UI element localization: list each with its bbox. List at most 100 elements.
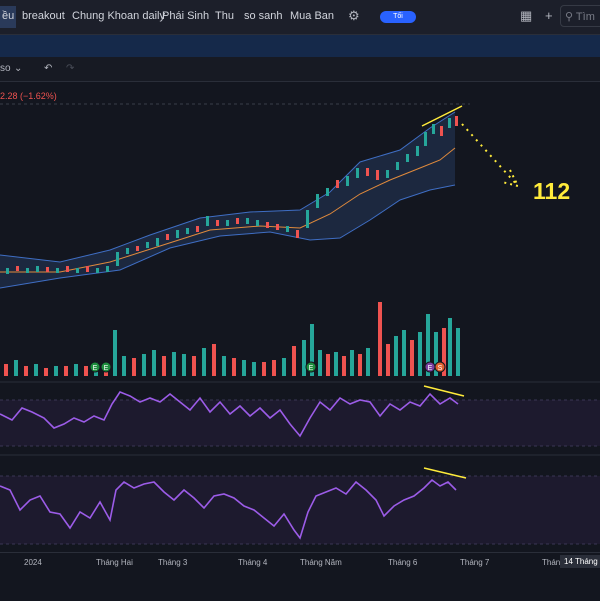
event-earnings-label: E: [93, 365, 98, 372]
crosshair-date-label: 14 Tháng 7: [560, 555, 600, 568]
candle: [36, 266, 39, 272]
candle: [86, 266, 89, 272]
theme-toggle[interactable]: Tối: [380, 11, 416, 23]
chart-canvas[interactable]: [0, 82, 600, 552]
redo-icon[interactable]: ↷: [66, 63, 75, 74]
volume-bar: [232, 358, 236, 376]
event-earnings-marker[interactable]: E: [305, 361, 317, 373]
candle: [356, 168, 359, 178]
header-band: [0, 35, 600, 57]
volume-bar: [162, 356, 166, 376]
divergence-line-oscillator-1[interactable]: [423, 385, 465, 397]
candle: [156, 238, 159, 246]
time-axis[interactable]: 2024 Tháng Hai Tháng 3 Tháng 4 Tháng Năm…: [0, 552, 600, 601]
candle: [226, 220, 229, 226]
time-axis-label: Tháng 3: [158, 558, 188, 567]
candle: [166, 234, 169, 240]
projection-arrow-line[interactable]: [461, 123, 519, 187]
theme-toggle-label: Tối: [393, 13, 403, 20]
tab-current[interactable]: ều: [2, 10, 15, 22]
volume-bar: [242, 360, 246, 376]
candle: [206, 216, 209, 226]
volume-bar: [418, 332, 422, 376]
interval-selector[interactable]: so: [0, 63, 11, 74]
volume-bar: [366, 348, 370, 376]
volume-bar: [34, 364, 38, 376]
search-input[interactable]: ⚲ Tìm: [560, 5, 600, 27]
volume-bar: [318, 350, 322, 376]
volume-series: [4, 302, 460, 376]
candle: [416, 146, 419, 156]
candlestick-series: [6, 116, 458, 274]
candle: [46, 267, 49, 272]
gear-icon[interactable]: ⚙: [348, 8, 360, 23]
divergence-line-price[interactable]: [421, 105, 463, 127]
layout-grid-icon[interactable]: ▦: [520, 8, 533, 23]
volume-bar: [212, 344, 216, 376]
candle: [236, 218, 239, 224]
undo-icon[interactable]: ↶: [44, 63, 53, 74]
candle: [316, 194, 319, 208]
event-earnings-marker[interactable]: E: [100, 361, 112, 373]
time-axis-label: Tháng 4: [238, 558, 268, 567]
candle: [366, 168, 369, 176]
volume-bar: [14, 360, 18, 376]
search-icon: ⚲: [565, 11, 574, 23]
add-icon[interactable]: +: [545, 8, 553, 23]
tab-thu[interactable]: Thu: [215, 10, 234, 22]
oscillator-2-band: [0, 476, 600, 544]
candle: [106, 266, 109, 272]
event-split-label: S: [438, 365, 443, 372]
candle: [196, 226, 199, 232]
volume-bar: [182, 354, 186, 376]
oscillator-2-line: [0, 478, 457, 540]
candle: [136, 246, 139, 251]
candle: [396, 162, 399, 170]
chevron-down-icon[interactable]: ⌄: [14, 63, 23, 74]
event-earnings-marker[interactable]: E: [89, 361, 101, 373]
volume-bar: [410, 340, 414, 376]
volume-bar: [350, 350, 354, 376]
target-price-annotation[interactable]: 112: [533, 178, 571, 204]
tab-breakout[interactable]: breakout: [22, 10, 65, 22]
candle: [326, 188, 329, 196]
oscillator-1-line: [0, 391, 459, 438]
volume-bar: [252, 362, 256, 376]
candle: [424, 132, 427, 146]
event-earnings-marker[interactable]: E: [424, 361, 436, 373]
moving-average-line: [0, 147, 456, 273]
tab-mua-ban[interactable]: Mua Ban: [290, 10, 335, 22]
candle: [116, 252, 119, 266]
volume-bar: [426, 314, 430, 376]
tab-so-sanh[interactable]: so sanh: [244, 10, 283, 22]
candle: [376, 170, 379, 180]
volume-bar: [142, 354, 146, 376]
volume-bar: [4, 364, 8, 376]
top-toolbar: ều breakout Chung Khoan daily Phái Sinh …: [0, 0, 600, 35]
volume-bar: [152, 350, 156, 376]
candle: [406, 154, 409, 162]
volume-bar: [24, 366, 28, 376]
candle: [266, 222, 269, 228]
event-earnings-label: E: [104, 365, 109, 372]
tab-phai-sinh[interactable]: Phái Sinh: [162, 10, 210, 22]
volume-bar: [326, 354, 330, 376]
volume-bar: [442, 328, 446, 376]
bollinger-band-fill: [0, 112, 455, 288]
candle: [455, 116, 458, 126]
candle: [336, 180, 339, 188]
event-split-marker[interactable]: S: [434, 361, 446, 373]
candle: [186, 228, 189, 234]
candle: [286, 226, 289, 232]
price-change-readout: 2.28 (−1.62%): [0, 91, 57, 101]
volume-bar: [132, 358, 136, 376]
volume-bar: [448, 318, 452, 376]
candle: [440, 126, 443, 136]
volume-bar: [434, 332, 438, 376]
search-placeholder: Tìm: [575, 11, 595, 23]
volume-bar: [84, 366, 88, 376]
tab-chung-khoan-daily[interactable]: Chung Khoan daily: [72, 10, 165, 22]
divergence-line-oscillator-2[interactable]: [423, 467, 467, 479]
time-axis-label: Tháng Năm: [300, 558, 342, 567]
candle: [16, 266, 19, 271]
